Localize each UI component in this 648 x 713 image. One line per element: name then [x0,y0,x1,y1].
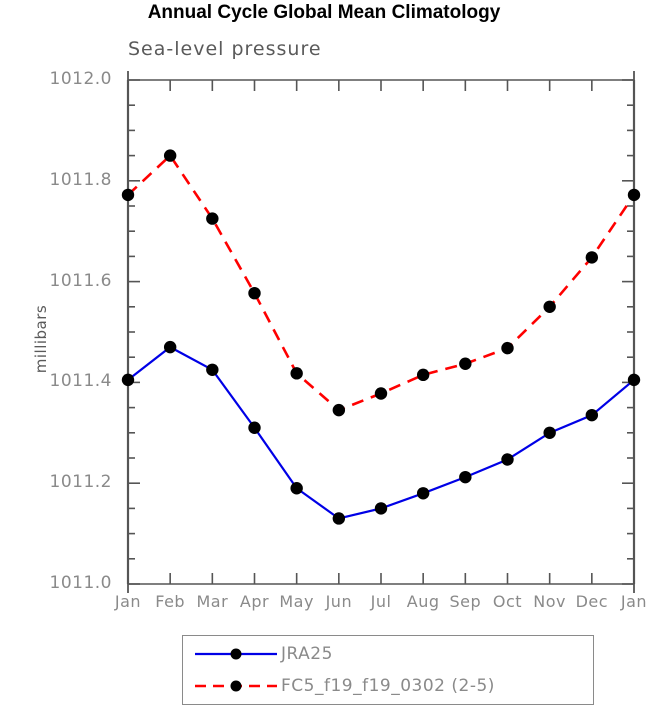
chart-title: Annual Cycle Global Mean Climatology [147,2,501,23]
x-tick-label: Apr [239,592,270,611]
data-point-0-5 [332,512,346,525]
data-point-1-5 [332,403,346,417]
data-point-0-6 [374,502,388,515]
legend-entry-0: JRA25 [193,640,333,668]
data-point-0-10 [543,426,556,439]
legend-label-0: JRA25 [281,644,333,664]
legend-swatch-fc5 [193,676,279,696]
data-point-1-8 [459,357,472,370]
data-point-0-4 [290,482,303,495]
data-point-1-9 [501,341,514,355]
y-tick-label: 1011.4 [49,371,112,392]
data-point-1-6 [374,387,388,400]
data-point-1-7 [416,368,430,382]
data-point-0-7 [416,487,430,500]
y-tick-label: 1012.0 [49,69,112,89]
series-line-1 [127,153,636,412]
x-tick-label: Dec [575,592,609,611]
x-tick-label: Jan [114,592,142,611]
x-tick-label: May [279,592,314,611]
data-point-0-9 [501,453,514,466]
data-point-1-1 [163,149,177,162]
chart-subtitle: Sea-level pressure [128,38,322,60]
y-tick-label: 1011.0 [49,573,112,593]
legend-entry-1: FC5_f19_f19_0302 (2-5) [193,672,495,700]
x-tick-label: Jun [325,592,353,611]
data-point-0-0 [121,373,135,387]
data-point-1-0 [121,188,135,202]
x-tick-label: Aug [406,592,440,611]
x-tick-label: Nov [533,592,567,611]
data-point-1-11 [585,251,599,264]
data-point-0-12 [627,373,641,387]
data-point-0-2 [206,363,219,376]
y-tick-label: 1011.8 [49,169,112,190]
series-line-0 [127,345,635,520]
x-tick-label: Mar [196,592,229,611]
y-tick-label: 1011.2 [49,472,112,493]
x-tick-label: Feb [155,592,186,611]
x-tick-label: Jul [370,592,392,611]
data-point-1-4 [290,367,303,380]
data-point-0-11 [585,408,599,422]
legend-swatch-jra25 [193,644,279,664]
legend: JRA25 FC5_f19_f19_0302 (2-5) [182,635,594,705]
data-point-1-2 [206,212,219,225]
data-point-0-8 [459,470,472,484]
data-point-1-10 [543,300,556,313]
y-tick-label: 1011.6 [49,270,112,291]
data-point-0-3 [248,421,261,434]
data-point-1-3 [248,286,261,300]
x-tick-label: Jan [620,592,648,611]
data-point-0-1 [163,340,177,354]
legend-label-1: FC5_f19_f19_0302 (2-5) [281,676,495,696]
x-tick-label: Sep [449,592,482,611]
data-point-1-12 [627,188,641,202]
x-tick-label: Oct [492,592,523,611]
